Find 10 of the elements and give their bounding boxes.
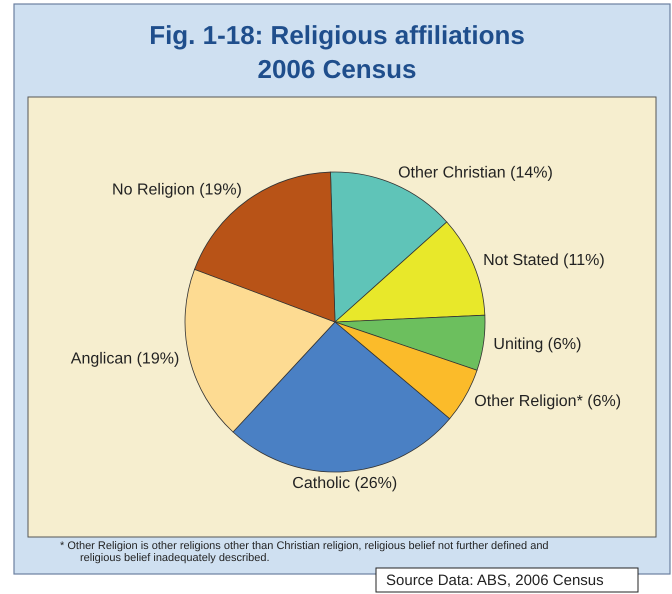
source-note: Source Data: ABS, 2006 Census xyxy=(386,572,604,589)
slice-label: Uniting (6%) xyxy=(493,336,582,354)
slice-label: Other Christian (14%) xyxy=(398,164,553,182)
chart-title: Fig. 1-18: Religious affiliations 2006 Census xyxy=(149,20,525,84)
slice-label: Not Stated (11%) xyxy=(483,252,605,269)
slice-label: Other Religion* (6%) xyxy=(474,392,622,410)
slice-label: Catholic (26%) xyxy=(292,474,398,492)
slice-label: Anglican (19%) xyxy=(70,350,180,368)
text: * Other Religion is other religions other than Christian religion, religious belief not further defined and religious belief inadequately described. xyxy=(60,540,549,564)
slice-label: No Religion (19%) xyxy=(112,181,242,198)
